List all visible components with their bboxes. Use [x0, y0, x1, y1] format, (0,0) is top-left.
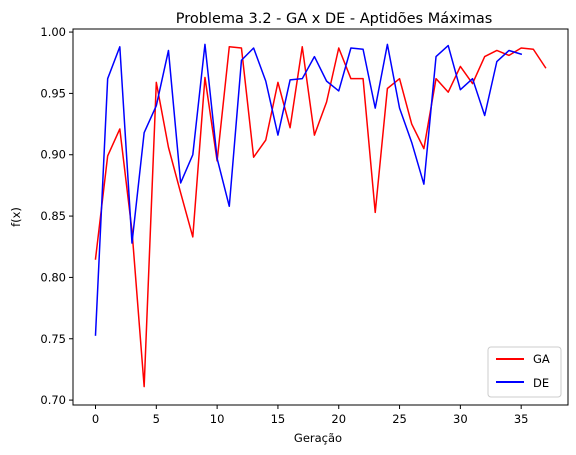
y-tick-label: 0.80: [40, 270, 66, 284]
legend-frame: [487, 346, 562, 398]
x-axis-label: Geração: [294, 431, 342, 445]
x-tick-label: 10: [210, 412, 225, 426]
legend-label-de: DE: [533, 376, 549, 390]
y-axis-ticks: 0.70 0.75 0.80 0.85 0.90 0.95 1.00: [40, 25, 73, 407]
x-axis-ticks: 0 5 10 15 20 25 30 35: [92, 405, 529, 426]
y-axis-label: f(x): [9, 207, 23, 227]
x-tick-label: 20: [331, 412, 346, 426]
y-tick-label: 0.90: [40, 148, 66, 162]
y-tick-label: 0.85: [40, 209, 66, 223]
y-tick-label: 1.00: [40, 25, 66, 39]
x-tick-label: 0: [92, 412, 99, 426]
series-line-de: [94, 43, 523, 336]
y-tick-label: 0.70: [40, 393, 66, 407]
plot-frame: [72, 28, 569, 406]
x-tick-label: 30: [453, 412, 468, 426]
series-line-ga: [94, 46, 547, 388]
x-tick-label: 5: [153, 412, 160, 426]
legend: GA DE: [487, 346, 562, 398]
plot-lines: [94, 43, 547, 388]
y-tick-label: 0.95: [40, 86, 66, 100]
chart-title: Problema 3.2 - GA x DE - Aptidões Máxima…: [176, 11, 493, 27]
x-tick-label: 25: [392, 412, 407, 426]
x-tick-label: 15: [271, 412, 286, 426]
legend-label-ga: GA: [533, 352, 550, 366]
y-tick-label: 0.75: [40, 332, 66, 346]
x-tick-label: 35: [514, 412, 529, 426]
